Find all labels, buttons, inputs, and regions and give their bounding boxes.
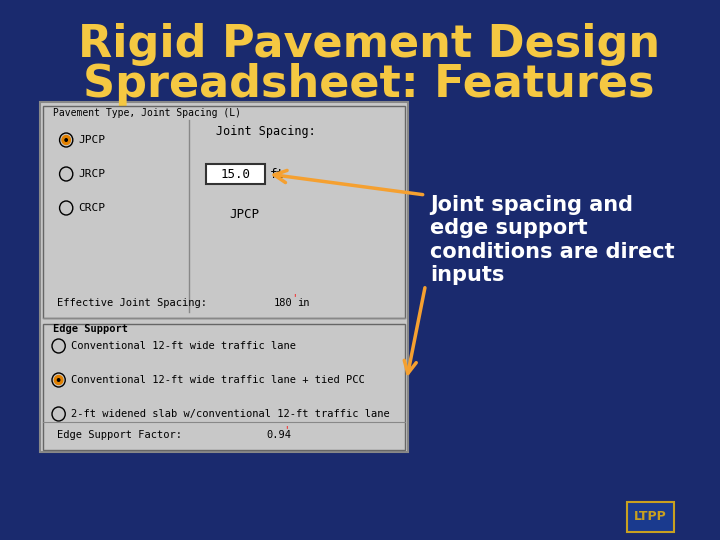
Text: Edge Support Factor:: Edge Support Factor: [57,430,181,440]
Circle shape [57,378,60,382]
Text: CRCP: CRCP [78,203,105,213]
Text: Joint Spacing:: Joint Spacing: [215,125,315,138]
Circle shape [55,375,63,384]
Text: LTPP: LTPP [634,510,667,523]
Text: Rigid Pavement Design: Rigid Pavement Design [78,24,660,66]
Text: JRCP: JRCP [78,169,105,179]
Bar [43,106,405,318]
Text: Edge Support: Edge Support [53,324,128,334]
Text: in: in [297,298,310,308]
Text: 0.94: 0.94 [266,430,292,440]
Bar [206,164,265,184]
Text: ': ' [286,425,288,435]
Text: JPCP: JPCP [78,135,105,145]
Text: ft: ft [269,167,284,180]
Circle shape [64,138,68,142]
Circle shape [62,136,71,145]
Bar [627,502,674,532]
Text: Spreadsheet: Features: Spreadsheet: Features [83,64,654,106]
Text: 15.0: 15.0 [220,167,251,180]
Text: JPCP: JPCP [229,208,259,221]
Bar [43,324,405,450]
Text: ': ' [293,293,296,303]
Text: Conventional 12-ft wide traffic lane + tied PCC: Conventional 12-ft wide traffic lane + t… [71,375,364,385]
Bar [40,102,408,452]
Text: 180: 180 [274,298,293,308]
Text: Joint spacing and
edge support
conditions are direct
inputs: Joint spacing and edge support condition… [430,195,675,285]
Text: 2-ft widened slab w/conventional 12-ft traffic lane: 2-ft widened slab w/conventional 12-ft t… [71,409,390,419]
Text: Effective Joint Spacing:: Effective Joint Spacing: [57,298,207,308]
Text: Pavement Type, Joint Spacing (L): Pavement Type, Joint Spacing (L) [53,108,241,118]
Text: Conventional 12-ft wide traffic lane: Conventional 12-ft wide traffic lane [71,341,296,351]
